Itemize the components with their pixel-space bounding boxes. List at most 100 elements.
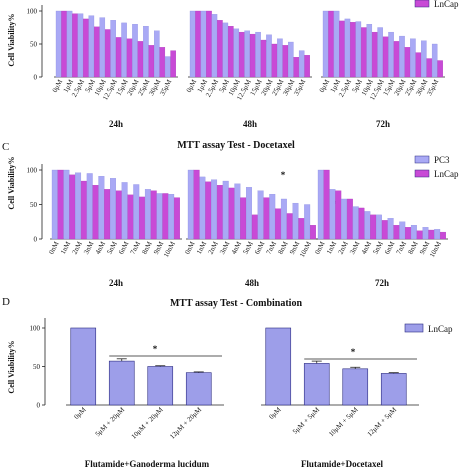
bar-lncap-48h-2.5μM — [217, 20, 223, 78]
bar-pc3-48h-0μM — [189, 10, 196, 78]
bar-pc3-48h-4nM — [234, 183, 241, 240]
bar-pc3-72h-5nM — [376, 214, 382, 240]
y-tick-label: 0 — [34, 236, 38, 244]
bar-lncap-48h-10μM — [238, 31, 245, 78]
annotation-asterisk: * — [153, 344, 158, 354]
bar-pc3-72h-2nM — [341, 198, 348, 240]
panel-b-legend: LnCap — [414, 0, 459, 9]
x-tick-label: 12μM + 20μM — [168, 405, 203, 440]
bar-lncap-48h-0μM — [195, 10, 201, 78]
bar-lncap-48h-25μM — [282, 45, 289, 78]
bar-lncap-24h-7nM — [139, 196, 146, 240]
x-tick-label: 5nM — [371, 240, 385, 256]
bar-lncap-48h-1μM — [206, 10, 212, 78]
bar-lncap-Flutamide+Docetaxel-12μM + 5μM — [380, 373, 407, 406]
x-tick-label: 4nM — [230, 240, 244, 256]
bar-lncap-72h-2nM — [346, 198, 353, 240]
bar-pc3-72h-35μM — [431, 43, 438, 78]
bar-pc3-72h-5μM — [355, 21, 362, 78]
bar-pc3-72h-30μM — [421, 40, 427, 78]
group-label: 48h — [243, 119, 257, 129]
x-tick-label: 1nM — [59, 240, 73, 256]
bar-pc3-48h-35μM — [298, 50, 305, 78]
bar-lncap-72h-25μM — [415, 52, 422, 78]
bar-pc3-72h-9nM — [422, 227, 429, 240]
bar-lncap-24h-20μM — [137, 41, 144, 78]
x-tick-label: 10nM — [162, 240, 177, 259]
bar-pc3-48h-5nM — [246, 187, 252, 240]
bar-lncap-24h-6nM — [127, 194, 134, 240]
bar-pc3-48h-10nM — [304, 204, 311, 240]
bar-pc3-72h-20μM — [399, 35, 405, 78]
bar-lncap-48h-30μM — [293, 57, 300, 78]
x-tick-label: 7nM — [265, 240, 279, 256]
bar-lncap-72h-15μM — [393, 41, 400, 78]
bar-pc3-72h-0nM — [317, 169, 324, 240]
x-tick-label: 6nM — [383, 240, 397, 256]
bar-lncap-48h-0nM — [193, 169, 200, 240]
y-tick-label: 50 — [30, 41, 38, 49]
x-tick-label: 1nM — [325, 240, 339, 256]
bar-pc3-72h-0μM — [322, 10, 329, 78]
x-tick-label: 0nM — [183, 240, 197, 256]
x-tick-label: 6nM — [253, 240, 267, 256]
x-tick-label: 0nM — [47, 240, 61, 256]
group-label: 48h — [245, 278, 259, 288]
bar-lncap-72h-35μM — [437, 60, 443, 78]
bar-lncap-48h-9nM — [298, 218, 305, 240]
y-tick-label: 50 — [30, 201, 38, 209]
bar-lncap-72h-5nM — [381, 220, 388, 240]
bar-pc3-24h-5nM — [110, 178, 116, 240]
x-tick-label: 2nM — [207, 240, 221, 256]
x-tick-label: 4nM — [94, 240, 108, 256]
bar-pc3-24h-35μM — [164, 56, 171, 78]
bar-lncap-72h-9nM — [428, 229, 435, 240]
bar-lncap-24h-0nM — [57, 169, 64, 240]
bar-pc3-24h-3nM — [86, 173, 93, 240]
bar-lncap-72h-30μM — [426, 58, 433, 78]
bar-lncap-72h-6nM — [393, 225, 400, 240]
panel-b-ylabel: Cell Viability% — [7, 13, 16, 66]
bar-lncap-24h-30μM — [159, 47, 166, 78]
bar-lncap-24h-2.5μM — [83, 18, 89, 78]
bar-pc3-48h-3nM — [222, 180, 229, 240]
bar-lncap-48h-20μM — [271, 43, 278, 78]
bar-lncap-24h-2nM — [80, 180, 87, 240]
x-tick-label: 1nM — [195, 240, 209, 256]
bar-lncap-24h-5μM — [94, 26, 100, 78]
y-tick-label: 100 — [27, 167, 38, 175]
bar-pc3-48h-1μM — [200, 10, 207, 78]
x-tick-label: 7nM — [395, 240, 409, 256]
bar-pc3-48h-1nM — [199, 176, 206, 240]
y-tick-label: 0 — [37, 402, 41, 410]
x-tick-label: 10μM + 20μM — [130, 405, 165, 440]
x-tick-label: 10μM + 5μM — [327, 405, 360, 438]
bar-pc3-48h-12.5μM — [244, 30, 250, 78]
legend-label-pc3: PC3 — [434, 155, 450, 165]
bar-pc3-48h-6nM — [257, 190, 264, 240]
bar-pc3-72h-3nM — [352, 206, 359, 240]
bar-pc3-24h-30μM — [154, 30, 160, 78]
x-tick-label: 5nM — [105, 240, 119, 256]
panel-d-legend: LnCap — [404, 323, 453, 334]
x-tick-label: 35μM — [158, 78, 173, 97]
legend-swatch-lncap — [404, 323, 424, 333]
bar-pc3-72h-1nM — [329, 189, 336, 240]
bar-pc3-24h-20μM — [132, 24, 138, 78]
bar-pc3-48h-7nM — [269, 193, 276, 240]
bar-lncap-Flutamide+Docetaxel-5μM + 5μM — [303, 363, 330, 406]
bar-pc3-48h-10μM — [233, 28, 240, 78]
x-tick-label: 3nM — [82, 240, 96, 256]
bar-lncap-72h-10μM — [371, 31, 378, 78]
bar-pc3-24h-9nM — [156, 193, 163, 240]
group-label: 24h — [109, 278, 123, 288]
panel-d-label: D — [2, 296, 10, 308]
bar-lncap-48h-7nM — [275, 208, 282, 240]
bar-lncap-24h-1nM — [69, 174, 76, 240]
bar-pc3-72h-10nM — [434, 229, 441, 240]
bar-pc3-48h-9nM — [292, 202, 299, 240]
bar-pc3-24h-7nM — [133, 184, 140, 240]
bar-lncap-24h-12.5μM — [115, 37, 122, 78]
bar-pc3-48h-8nM — [280, 198, 287, 240]
bar-lncap-48h-5μM — [228, 26, 234, 78]
